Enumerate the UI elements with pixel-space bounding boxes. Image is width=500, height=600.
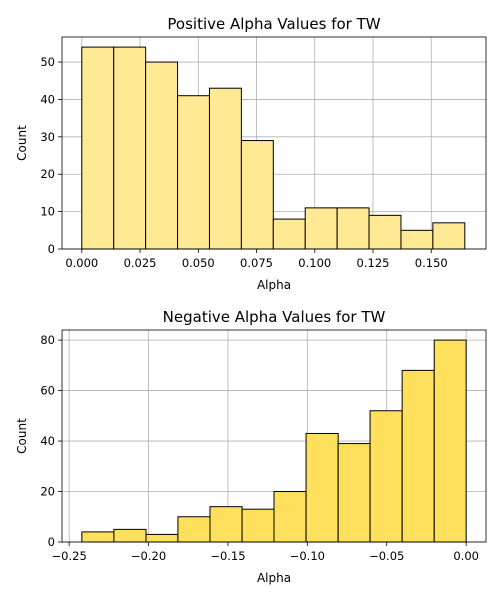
y-tick-label: 40 [40, 434, 55, 448]
x-axis-label: Alpha [257, 278, 291, 292]
y-tick-label: 0 [48, 535, 55, 549]
histogram-bar [305, 432, 339, 543]
chart-title: Negative Alpha Values for TW [163, 308, 386, 326]
x-tick-label: −0.05 [369, 549, 404, 563]
y-tick-label: 20 [40, 485, 55, 499]
x-tick-label: −0.20 [131, 549, 166, 563]
axes-frame [61, 329, 487, 543]
x-tick-label: 0.025 [124, 256, 157, 270]
x-tick-label: 0.075 [240, 256, 273, 270]
x-tick-label: 0.00 [453, 549, 479, 563]
histogram-bar [177, 516, 211, 543]
histogram-bar [433, 339, 467, 543]
y-tick-label: 60 [40, 384, 55, 398]
chart-title: Positive Alpha Values for TW [167, 15, 380, 33]
negative-alpha-histogram: −0.25 −0.20 −0.15 −0.10 −0.05 0.00 0 20 40 60 80 Ne… [15, 308, 487, 585]
x-tick-label: −0.25 [52, 549, 87, 563]
y-tick-label: 10 [40, 205, 55, 219]
x-tick-label: 0.125 [357, 256, 390, 270]
histogram-bar [240, 140, 274, 250]
x-axis-label: Alpha [257, 571, 291, 585]
histogram-bar [336, 207, 370, 250]
x-tick-label: −0.10 [290, 549, 325, 563]
histogram-bar [81, 531, 115, 543]
x-tick-label: −0.15 [210, 549, 245, 563]
y-axis-label: Count [15, 418, 29, 454]
x-tick-label: 0.000 [65, 256, 98, 270]
y-tick-label: 40 [40, 92, 55, 106]
histogram-bar [177, 95, 210, 250]
y-tick-label: 80 [40, 333, 55, 347]
histogram-bar [113, 528, 147, 543]
axes-frame [61, 36, 487, 250]
x-tick-label: 0.050 [182, 256, 215, 270]
histogram-bar [81, 46, 115, 250]
histogram-bar [432, 222, 466, 250]
histogram-bar [401, 369, 435, 543]
histogram-bar [241, 508, 275, 543]
positive-alpha-histogram: 0.000 0.025 0.050 0.075 0.100 0.125 0.150 0 10 20… [15, 15, 487, 292]
histogram-bar [273, 491, 307, 543]
histogram-bar [369, 410, 403, 543]
x-tick-label: 0.100 [298, 256, 331, 270]
histogram-bar [368, 214, 402, 250]
x-tick-label: 0.150 [415, 256, 448, 270]
y-axis-label: Count [15, 125, 29, 161]
y-tick-label: 20 [40, 167, 55, 181]
histogram-bar [272, 218, 306, 250]
histogram-bar [209, 506, 243, 543]
histogram-bar [304, 207, 338, 250]
histogram-bar [145, 61, 179, 250]
histogram-bar [400, 229, 434, 250]
y-tick-label: 50 [40, 55, 55, 69]
y-tick-label: 0 [48, 242, 55, 256]
histogram-bar [208, 87, 242, 250]
histogram-bar [113, 46, 147, 250]
histogram-bar [145, 533, 179, 543]
histogram-bar [337, 443, 371, 543]
y-tick-label: 30 [40, 130, 55, 144]
